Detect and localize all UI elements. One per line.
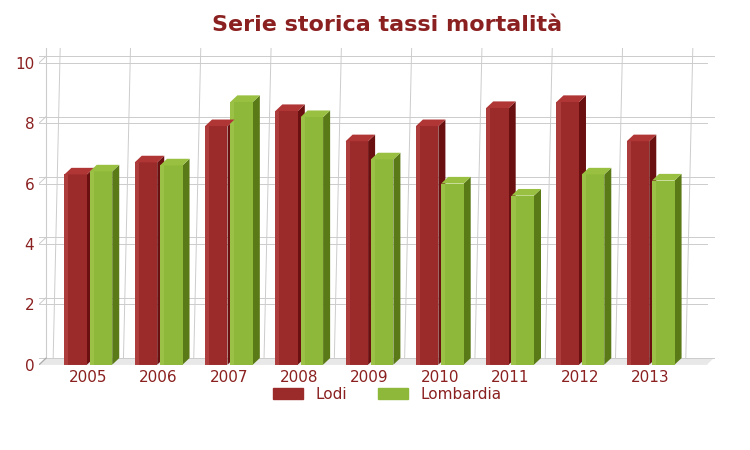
Polygon shape	[486, 108, 490, 364]
Polygon shape	[652, 180, 656, 364]
Polygon shape	[371, 153, 400, 159]
Polygon shape	[627, 141, 650, 364]
Polygon shape	[674, 174, 682, 364]
Polygon shape	[346, 141, 350, 364]
Polygon shape	[556, 102, 560, 364]
Polygon shape	[394, 153, 400, 364]
Polygon shape	[441, 184, 464, 364]
Polygon shape	[275, 111, 298, 364]
Polygon shape	[301, 117, 304, 364]
Polygon shape	[64, 175, 87, 364]
Polygon shape	[64, 175, 68, 364]
Polygon shape	[371, 159, 394, 364]
Polygon shape	[438, 120, 446, 364]
Polygon shape	[90, 171, 94, 364]
Polygon shape	[275, 104, 304, 111]
Polygon shape	[416, 126, 420, 364]
Polygon shape	[158, 156, 164, 364]
Polygon shape	[556, 95, 586, 102]
Polygon shape	[135, 156, 164, 162]
Polygon shape	[160, 159, 190, 166]
Polygon shape	[509, 101, 516, 365]
Polygon shape	[298, 104, 304, 364]
Polygon shape	[416, 120, 446, 126]
Polygon shape	[582, 168, 611, 175]
Polygon shape	[604, 168, 611, 364]
Polygon shape	[534, 189, 541, 364]
Polygon shape	[368, 135, 375, 364]
Polygon shape	[230, 102, 253, 364]
Polygon shape	[205, 120, 235, 126]
Polygon shape	[464, 177, 471, 364]
Polygon shape	[64, 168, 94, 175]
Polygon shape	[627, 135, 656, 141]
Polygon shape	[371, 159, 375, 364]
Polygon shape	[160, 166, 164, 364]
Polygon shape	[579, 95, 586, 364]
Polygon shape	[39, 358, 714, 365]
Polygon shape	[205, 126, 209, 364]
Polygon shape	[87, 168, 94, 364]
Polygon shape	[582, 175, 604, 364]
Legend: Lodi, Lombardia: Lodi, Lombardia	[266, 381, 508, 408]
Polygon shape	[135, 162, 158, 364]
Polygon shape	[205, 126, 227, 364]
Polygon shape	[652, 174, 682, 180]
Polygon shape	[253, 95, 260, 364]
Polygon shape	[556, 102, 579, 364]
Polygon shape	[323, 110, 330, 364]
Polygon shape	[182, 159, 190, 364]
Polygon shape	[230, 95, 260, 102]
Polygon shape	[160, 166, 182, 364]
Polygon shape	[512, 189, 541, 196]
Polygon shape	[230, 102, 234, 364]
Polygon shape	[275, 111, 279, 364]
Polygon shape	[416, 126, 438, 364]
Polygon shape	[512, 196, 515, 364]
Polygon shape	[135, 162, 139, 364]
Polygon shape	[90, 165, 119, 171]
Polygon shape	[441, 184, 446, 364]
Title: Serie storica tassi mortalità: Serie storica tassi mortalità	[212, 15, 562, 35]
Polygon shape	[441, 177, 471, 184]
Polygon shape	[486, 108, 508, 364]
Polygon shape	[650, 135, 656, 364]
Polygon shape	[90, 171, 112, 364]
Polygon shape	[227, 120, 235, 364]
Polygon shape	[582, 175, 586, 364]
Polygon shape	[346, 141, 368, 364]
Polygon shape	[652, 180, 674, 364]
Polygon shape	[301, 117, 323, 364]
Polygon shape	[486, 101, 516, 108]
Polygon shape	[512, 196, 534, 364]
Polygon shape	[627, 141, 631, 364]
Polygon shape	[112, 165, 119, 364]
Polygon shape	[346, 135, 375, 141]
Polygon shape	[301, 110, 330, 117]
